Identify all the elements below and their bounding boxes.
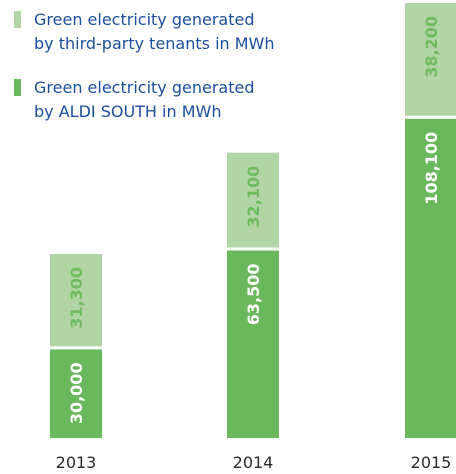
legend-item-third-party: Green electricity generated by third-par… xyxy=(14,8,314,56)
legend-item-aldi-south: Green electricity generated by ALDI SOUT… xyxy=(14,76,314,124)
data-label-third-party-2015: 38,200 xyxy=(422,16,441,78)
bar-aldi-south-2014 xyxy=(227,250,279,438)
legend-label-aldi-south-line2: by ALDI SOUTH in MWh xyxy=(34,102,222,121)
data-label-third-party-2013: 31,300 xyxy=(67,267,86,329)
legend-label-aldi-south-line1: Green electricity generated xyxy=(34,78,255,97)
legend-label-third-party-line1: Green electricity generated xyxy=(34,10,255,29)
bar-third-party-2014 xyxy=(227,152,279,248)
bar-third-party-2013 xyxy=(50,253,102,347)
x-tick-label-2015: 2015 xyxy=(411,453,452,472)
x-tick-label-2014: 2014 xyxy=(233,453,274,472)
data-label-aldi-south-2013: 30,000 xyxy=(67,362,86,424)
data-label-aldi-south-2015: 108,100 xyxy=(422,132,441,205)
data-label-third-party-2014: 32,100 xyxy=(244,166,263,228)
bar-third-party-2015 xyxy=(405,3,456,116)
chart-legend: Green electricity generated by third-par… xyxy=(14,8,314,124)
legend-label-third-party-line2: by third-party tenants in MWh xyxy=(34,34,275,53)
legend-swatch-third-party xyxy=(14,11,21,28)
legend-swatch-aldi-south xyxy=(14,79,21,96)
x-tick-label-2013: 2013 xyxy=(56,453,97,472)
data-label-aldi-south-2014: 63,500 xyxy=(244,263,263,325)
bar-aldi-south-2015 xyxy=(405,118,456,438)
bar-aldi-south-2013 xyxy=(50,349,102,438)
